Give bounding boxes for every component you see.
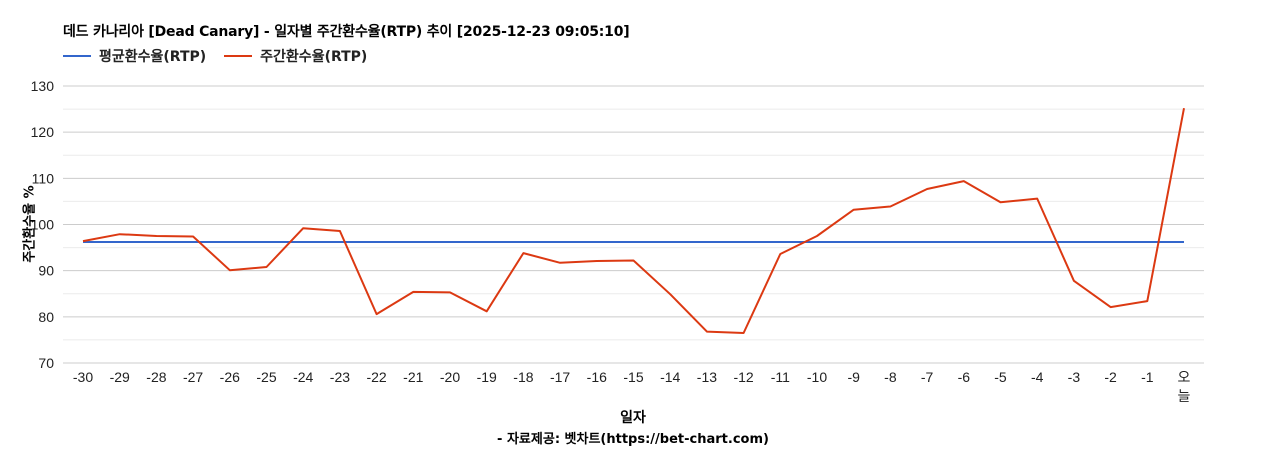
x-tick-label: -26: [220, 369, 240, 385]
x-tick-label: -15: [623, 369, 643, 385]
x-tick-label: -28: [146, 369, 166, 385]
gridlines: [63, 85, 1204, 364]
x-tick-label: -24: [293, 369, 313, 385]
series-line-weekly[interactable]: [82, 108, 1185, 334]
x-tick-label: -27: [183, 369, 203, 385]
legend-item-weekly[interactable]: 주간환수율(RTP): [224, 46, 367, 66]
x-tick-label: -16: [587, 369, 607, 385]
x-tick-label: -21: [403, 369, 423, 385]
y-tick-label: 70: [38, 355, 54, 371]
x-tick-label: -29: [110, 369, 130, 385]
legend-swatch-weekly: [224, 55, 253, 57]
x-tick-label: -3: [1068, 369, 1081, 385]
legend-swatch-average: [63, 55, 91, 57]
legend-item-average[interactable]: 평균환수율(RTP): [63, 46, 206, 66]
y-tick-label: 120: [31, 124, 55, 140]
x-tick-label: -20: [440, 369, 460, 385]
x-tick-label: -17: [550, 369, 570, 385]
x-tick-label: -19: [477, 369, 497, 385]
x-tick-label: -11: [771, 369, 790, 385]
y-tick-label: 90: [38, 263, 54, 279]
y-tick-label: 110: [32, 170, 55, 186]
y-axis-label: 주간환수율 %: [22, 185, 38, 263]
y-tick-label: 130: [31, 78, 55, 94]
x-tick-label: -9: [847, 369, 860, 385]
x-tick-label: -10: [807, 369, 827, 385]
source-credit: - 자료제공: 벳차트(https://bet-chart.com): [497, 432, 769, 447]
x-tick-label: -23: [330, 369, 350, 385]
x-tick-label: -18: [513, 369, 533, 385]
x-tick-label: -1: [1141, 369, 1154, 385]
legend-label-average: 평균환수율(RTP): [99, 49, 207, 65]
x-tick-label: -6: [958, 369, 971, 385]
x-tick-label: -30: [73, 369, 93, 385]
x-tick-labels: -30 -29 -28 -27 -26 -25 -24 -23 -22 -21 -20 -19 -18 -…: [73, 369, 1191, 404]
x-tick-label: -25: [256, 369, 276, 385]
chart-title: 데드 카나리아 [Dead Canary] - 일자별 주간환수율(RTP) 추…: [63, 24, 630, 40]
legend: 평균환수율(RTP) 주간환수율(RTP): [63, 46, 385, 66]
x-tick-label: -7: [921, 369, 934, 385]
x-tick-label: -13: [697, 369, 717, 385]
x-axis-label: 일자: [620, 410, 646, 426]
legend-label-weekly: 주간환수율(RTP): [260, 49, 368, 65]
y-tick-label: 100: [31, 217, 55, 233]
y-tick-label: 80: [38, 309, 54, 325]
x-tick-label: -8: [884, 369, 897, 385]
x-tick-label: -14: [660, 369, 680, 385]
x-tick-label: -4: [1031, 369, 1044, 385]
x-tick-label: -12: [733, 369, 753, 385]
y-tick-labels: 70 80 90 100 110 120 130: [31, 78, 55, 371]
x-tick-label: -2: [1104, 369, 1117, 385]
x-tick-label: -5: [994, 369, 1007, 385]
x-tick-label: -22: [366, 369, 386, 385]
series-lines: [82, 108, 1185, 334]
